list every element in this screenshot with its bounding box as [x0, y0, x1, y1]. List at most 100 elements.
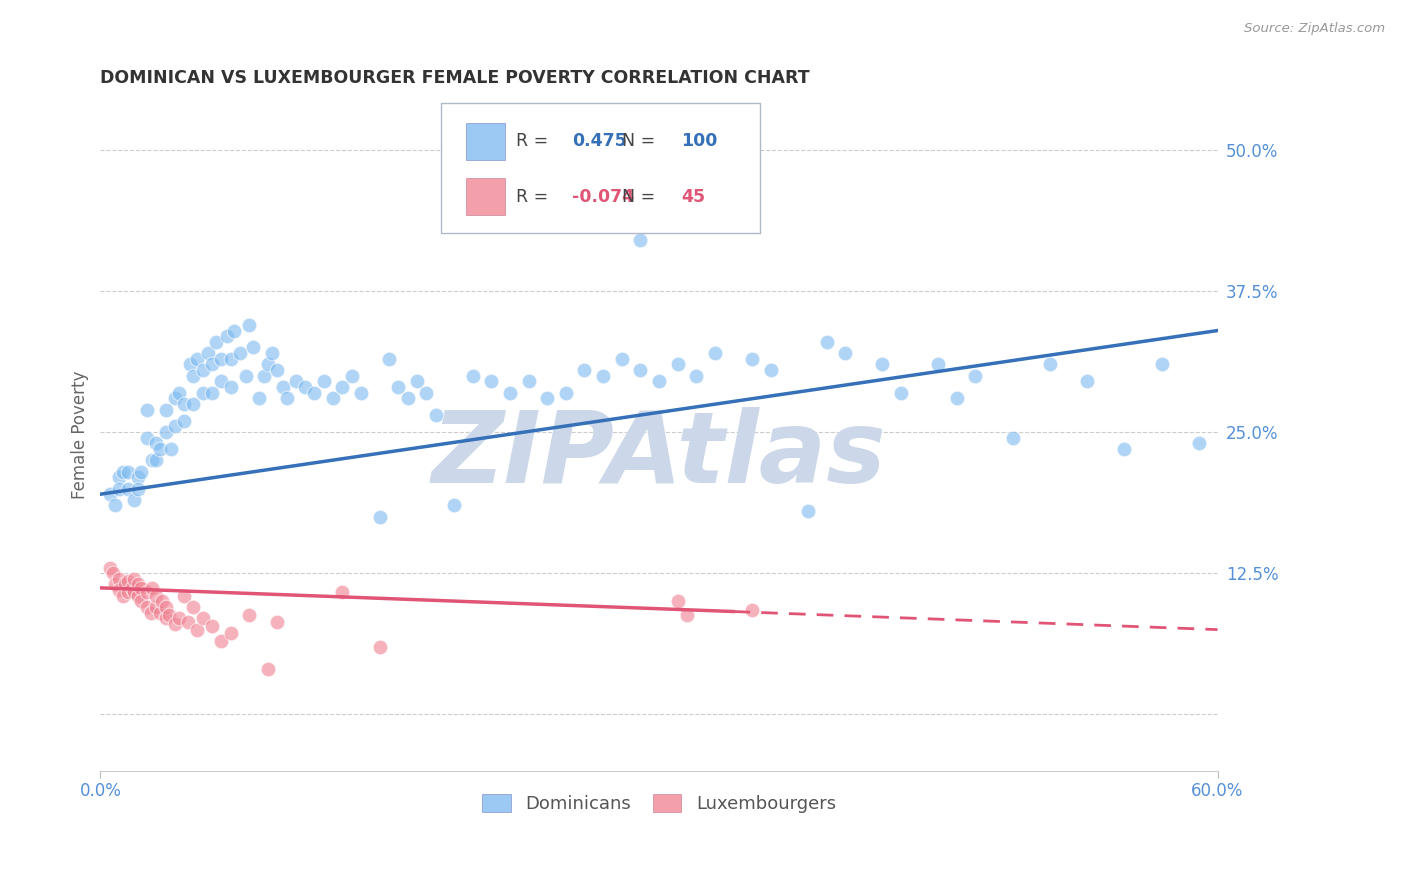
Point [104, 577, 127, 591]
Point [238, 607, 260, 622]
Point [266, 615, 288, 629]
Point [703, 346, 725, 360]
Point [117, 465, 139, 479]
Point [141, 581, 163, 595]
Point [145, 453, 167, 467]
Point [229, 346, 252, 360]
Text: DOMINICAN VS LUXEMBOURGER FEMALE POVERTY CORRELATION CHART: DOMINICAN VS LUXEMBOURGER FEMALE POVERTY… [100, 69, 810, 87]
Point [238, 318, 260, 332]
FancyBboxPatch shape [441, 103, 759, 234]
Point [260, 346, 283, 360]
Point [163, 391, 186, 405]
Point [104, 499, 127, 513]
Point [322, 391, 344, 405]
Point [183, 600, 205, 615]
Point [121, 581, 143, 595]
Point [117, 585, 139, 599]
Point [461, 368, 484, 383]
Point [443, 499, 465, 513]
Point [406, 375, 429, 389]
Point [141, 453, 163, 467]
Point [872, 358, 894, 372]
Point [135, 585, 157, 599]
Point [247, 391, 270, 405]
Point [257, 662, 280, 676]
Point [536, 391, 558, 405]
Point [103, 566, 125, 581]
Point [741, 603, 763, 617]
Point [332, 585, 354, 599]
Point [368, 640, 391, 654]
Point [219, 351, 242, 366]
Point [517, 375, 540, 389]
Point [235, 368, 257, 383]
Point [117, 574, 139, 588]
Point [834, 346, 856, 360]
Point [173, 414, 195, 428]
Point [815, 334, 838, 349]
Y-axis label: Female Poverty: Female Poverty [72, 371, 89, 500]
Text: N =: N = [621, 187, 655, 205]
Point [111, 589, 134, 603]
Point [648, 375, 671, 389]
Point [1188, 436, 1211, 450]
Text: ZIPAtlas: ZIPAtlas [432, 407, 886, 504]
Point [215, 329, 238, 343]
Point [628, 363, 651, 377]
Point [108, 583, 131, 598]
Point [271, 380, 294, 394]
Point [191, 611, 214, 625]
Text: 0.475: 0.475 [572, 133, 627, 151]
Point [1001, 431, 1024, 445]
Point [98, 487, 121, 501]
Point [131, 465, 153, 479]
Point [425, 408, 447, 422]
Point [396, 391, 419, 405]
Point [155, 611, 177, 625]
Point [304, 385, 326, 400]
Point [127, 577, 149, 591]
Point [122, 572, 145, 586]
Text: R =: R = [516, 133, 548, 151]
Point [685, 368, 707, 383]
Point [479, 375, 502, 389]
Point [224, 324, 246, 338]
Point [135, 431, 157, 445]
Point [167, 385, 190, 400]
Point [554, 385, 576, 400]
Point [108, 482, 131, 496]
Point [179, 358, 201, 372]
Point [139, 606, 162, 620]
FancyBboxPatch shape [465, 178, 505, 215]
Point [131, 594, 153, 608]
Point [257, 358, 280, 372]
Point [1150, 358, 1173, 372]
Point [127, 470, 149, 484]
Point [415, 385, 437, 400]
Point [183, 397, 205, 411]
Point [155, 402, 177, 417]
Point [135, 402, 157, 417]
Point [108, 572, 131, 586]
Legend: Dominicans, Luxembourgers: Dominicans, Luxembourgers [472, 785, 845, 822]
Point [173, 397, 195, 411]
Point [145, 436, 167, 450]
Point [201, 358, 224, 372]
Text: 100: 100 [682, 133, 717, 151]
Point [117, 482, 139, 496]
Point [741, 351, 763, 366]
Point [797, 504, 820, 518]
Point [177, 615, 200, 629]
Point [676, 607, 699, 622]
Point [186, 351, 208, 366]
Point [574, 363, 596, 377]
Point [186, 623, 208, 637]
Text: R =: R = [516, 187, 548, 205]
Point [965, 368, 987, 383]
Point [294, 380, 316, 394]
Point [201, 619, 224, 633]
Point [499, 385, 522, 400]
Point [163, 419, 186, 434]
Point [332, 380, 354, 394]
Point [155, 600, 177, 615]
